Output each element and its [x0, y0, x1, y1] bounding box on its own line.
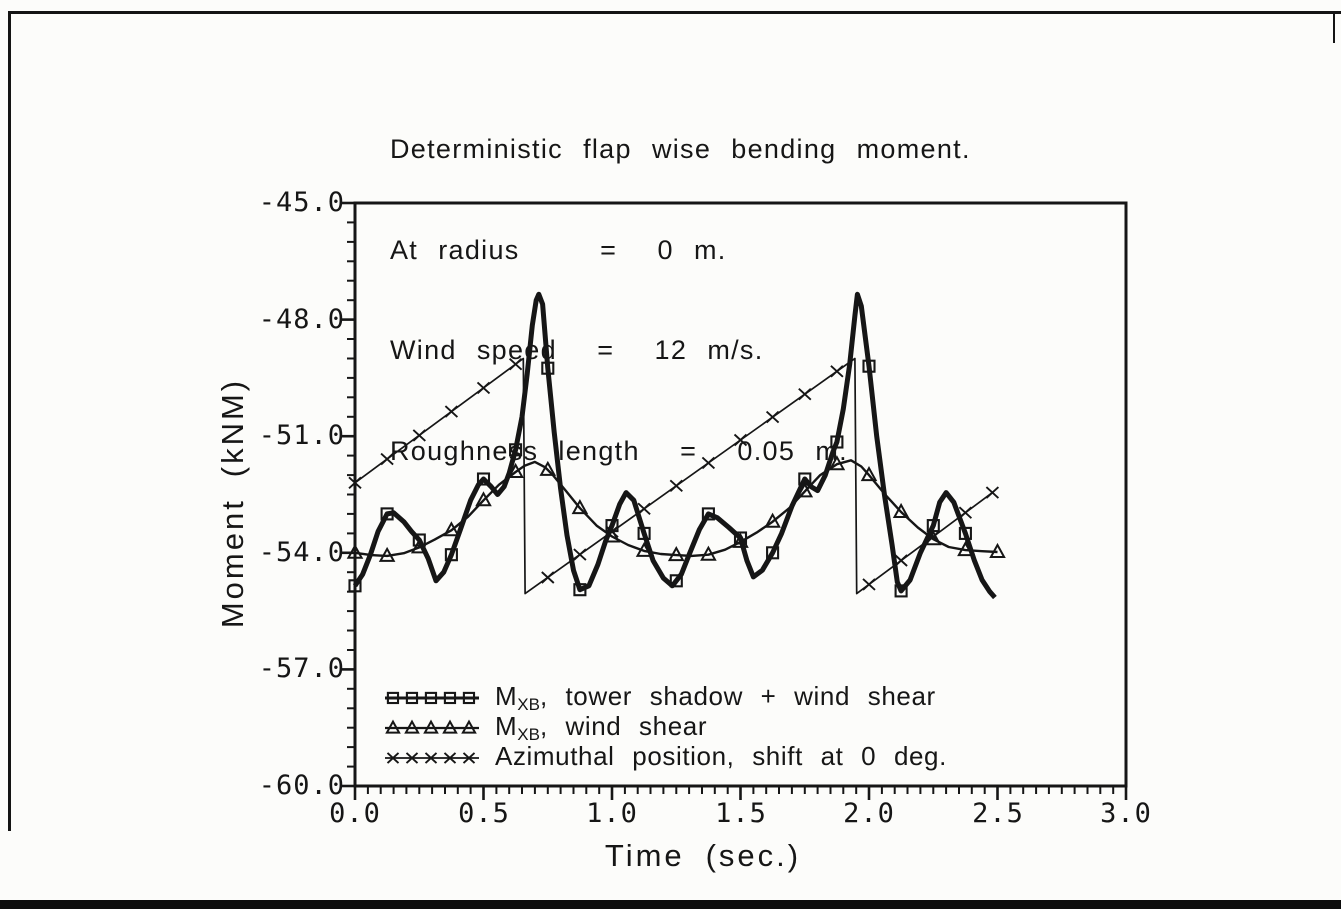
legend-item-label: MXB, tower shadow + wind shear [495, 681, 936, 714]
chart-title-line: At radius = 0 m. [390, 234, 727, 265]
page-frame-top-border [8, 11, 1341, 14]
x-tick-label: 2.5 [972, 798, 1024, 829]
legend-item-label: MXB, wind shear [495, 711, 708, 744]
series-line-x [354, 357, 993, 595]
series-markers-square [348, 359, 972, 598]
axis-ticks [341, 201, 1128, 800]
legend: MXB, tower shadow + wind shear MXB, wind… [383, 681, 947, 773]
y-tick-label: -45.0 [258, 187, 345, 218]
chart-title-line: Wind speed = 12 m/s. [390, 335, 764, 365]
legend-item-wind-shear: MXB, wind shear [383, 711, 947, 744]
chart-title-block: Deterministic flap wise bending moment. … [390, 66, 971, 535]
series-line-square [352, 291, 997, 600]
y-axis-title: Moment (kNM) [215, 377, 250, 629]
legend-triangles-line-icon [385, 719, 479, 734]
series-markers-x [348, 357, 1000, 591]
legend-x-line-icon [385, 752, 479, 764]
chart-title-line: Roughness length = 0.05 m. [390, 435, 848, 466]
x-tick-label: 3.0 [1100, 798, 1152, 829]
y-tick-label: -54.0 [258, 537, 345, 568]
legend-item-tower-shadow: MXB, tower shadow + wind shear [383, 681, 947, 714]
x-tick-label: 0.0 [329, 798, 381, 829]
page-bottom-black-bar [0, 900, 1341, 909]
legend-squares-line-icon [385, 691, 479, 705]
x-tick-label: 2.0 [843, 798, 895, 829]
y-tick-label: -48.0 [258, 304, 345, 335]
y-tick-label: -60.0 [258, 770, 345, 801]
x-tick-label: 0.5 [458, 798, 510, 829]
y-tick-label: -51.0 [258, 420, 345, 451]
page-frame-left-border [8, 11, 11, 831]
legend-item-azimuthal-position: Azimuthal position, shift at 0 deg. [383, 741, 947, 773]
x-tick-label: 1.0 [586, 798, 638, 829]
page-frame-right-border [1333, 11, 1335, 43]
x-tick-label: 1.5 [715, 798, 767, 829]
legend-item-label: Azimuthal position, shift at 0 deg. [495, 741, 947, 771]
chart-title-line: Deterministic flap wise bending moment. [390, 134, 971, 164]
x-axis-title: Time (sec.) [604, 838, 802, 873]
y-tick-label: -57.0 [258, 653, 345, 684]
